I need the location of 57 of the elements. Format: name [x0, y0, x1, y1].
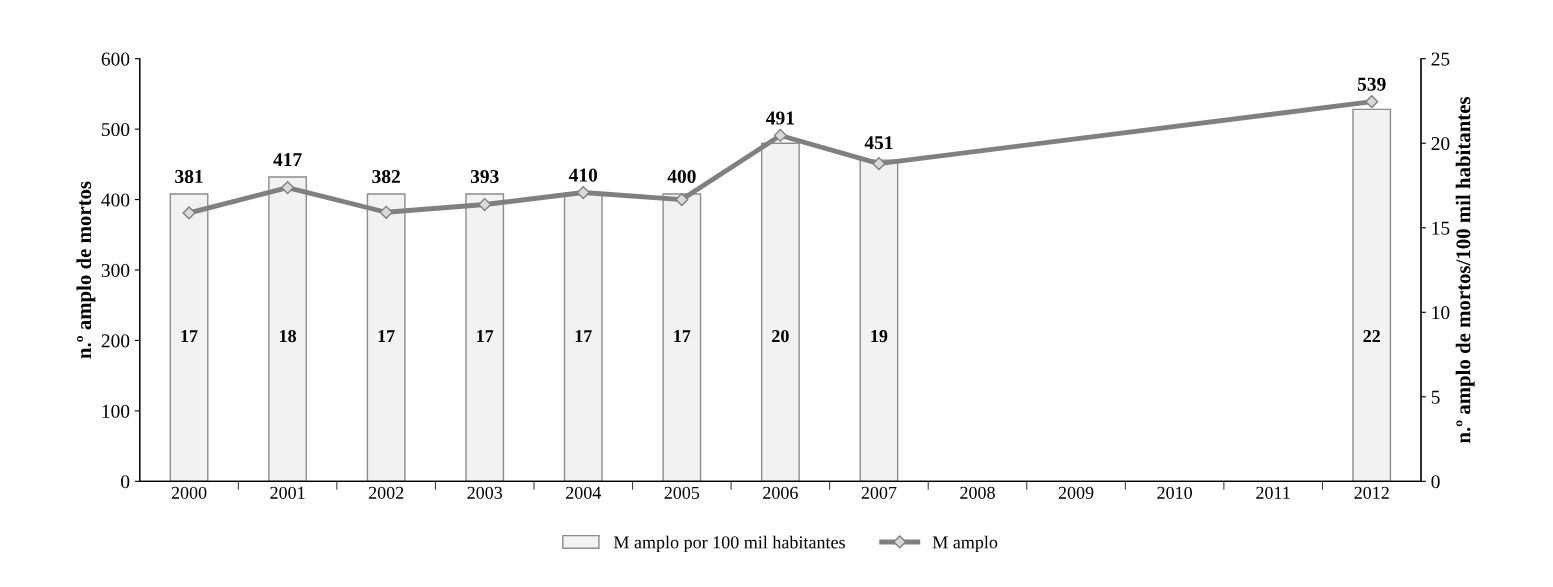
x-tick-label: 2001 [270, 486, 305, 499]
y-tick-label: 500 [102, 122, 130, 137]
data-label: 20 [772, 329, 789, 343]
x-tick-label: 2008 [960, 486, 995, 499]
data-label: 381 [175, 169, 203, 184]
x-tick-label: 2005 [664, 486, 700, 499]
data-label: 17 [181, 330, 198, 342]
y-tick-label: 300 [101, 263, 130, 277]
point [1365, 95, 1379, 109]
data-label: 22 [1363, 330, 1380, 342]
data-label: 393 [470, 169, 499, 184]
data-label: 17 [674, 330, 691, 342]
y-tick-label: 600 [101, 52, 130, 66]
x-tick-label: 2011 [1256, 486, 1290, 499]
y-tick-label: 200 [101, 334, 130, 348]
y2-tick-label: 20 [1431, 137, 1450, 151]
point [872, 157, 886, 171]
x-tick-label: 2000 [171, 486, 207, 499]
data-label: 17 [378, 330, 395, 342]
x-tick-label: 2002 [368, 486, 404, 499]
y2-tick-label: 15 [1432, 221, 1450, 235]
data-label: 451 [864, 136, 893, 150]
point [675, 192, 689, 207]
y2-tick-label: 5 [1431, 390, 1440, 404]
y2-tick-label: 25 [1431, 52, 1450, 66]
y-tick-label: 100 [102, 404, 130, 418]
x-tick-label: 2009 [1058, 486, 1094, 499]
point [576, 185, 590, 200]
y2-tick-label: 10 [1432, 306, 1450, 320]
y-axis-title: n.º amplo de mortos [76, 181, 96, 359]
data-label: 400 [667, 169, 696, 184]
point [182, 206, 196, 220]
point [379, 205, 393, 219]
point [773, 128, 787, 143]
data-label: 410 [568, 168, 598, 182]
legend-label: M amplo [932, 535, 998, 553]
point [281, 181, 295, 195]
legend-label: M amplo por 100 mil habitantes [613, 535, 845, 553]
y2-tick-label: 0 [1431, 475, 1440, 489]
data-label: 417 [273, 153, 302, 166]
y2-axis-title: n.º amplo de mortos/100 mil habitantes [1455, 96, 1475, 444]
data-label: 18 [280, 329, 297, 343]
x-tick-label: 2003 [467, 486, 503, 499]
data-label: 382 [372, 169, 400, 184]
data-label: 17 [575, 330, 592, 342]
x-tick-label: 2004 [566, 486, 602, 499]
data-label: 539 [1357, 77, 1386, 91]
point [478, 197, 492, 212]
y-tick-label: 400 [101, 193, 130, 207]
data-label: 19 [871, 330, 888, 343]
x-tick-label: 2010 [1157, 486, 1192, 499]
x-tick-label: 2006 [763, 486, 798, 499]
x-tick-label: 2007 [861, 486, 897, 499]
y-tick-label: 0 [121, 475, 130, 489]
data-label: 17 [477, 330, 494, 342]
data-label: 491 [766, 111, 794, 125]
x-tick-label: 2012 [1354, 486, 1389, 499]
